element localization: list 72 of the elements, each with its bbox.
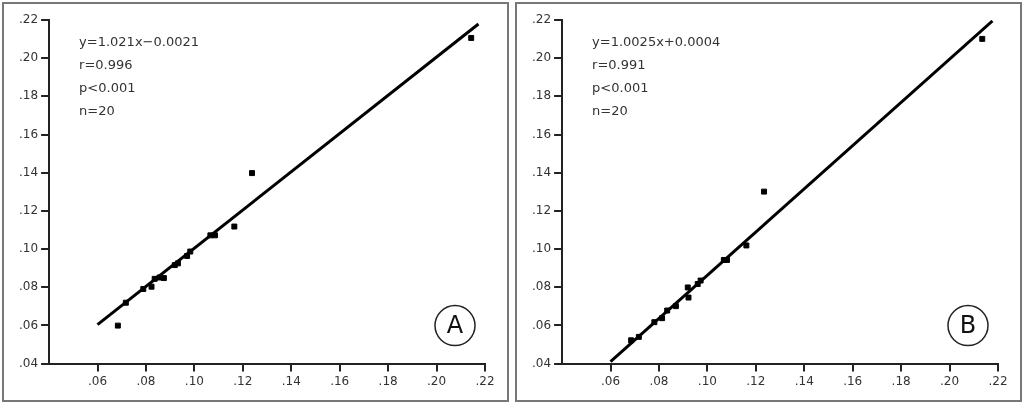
point (156, 274, 163, 281)
point (635, 333, 642, 340)
point (114, 322, 121, 329)
x-tick-label: .20 (940, 373, 960, 388)
point (122, 299, 129, 306)
point (664, 307, 671, 314)
y-tick-label: .18 (531, 88, 552, 103)
y-tick-label: .16 (18, 126, 39, 141)
y-tick-label: .10 (18, 241, 39, 256)
point (979, 35, 986, 42)
annotation: p<0.001 (592, 80, 649, 96)
point (148, 283, 155, 290)
y-tick-label: .16 (531, 126, 552, 141)
point (140, 285, 147, 292)
x-tick-label: .08 (136, 373, 156, 388)
y-tick-label: .14 (18, 164, 39, 179)
y-tick-label: .22 (18, 12, 39, 27)
x-tick-label: .20 (427, 373, 447, 388)
x-tick-label: .12 (233, 373, 253, 388)
point (212, 232, 218, 239)
point (231, 223, 238, 230)
x-tick-label: .22 (475, 373, 495, 388)
y-tick-label: .06 (18, 317, 39, 332)
x-tick-label: .12 (746, 373, 766, 388)
annotation: B (959, 310, 977, 339)
y-tick-label: .12 (531, 203, 552, 218)
y-tick-label: .12 (18, 203, 39, 218)
y-tick-label: .18 (18, 88, 39, 103)
annotation: n=20 (592, 103, 628, 119)
annotation: n=20 (79, 103, 115, 119)
y-tick-label: .20 (531, 50, 552, 65)
x-tick-label: .14 (281, 373, 301, 388)
annotation: A (446, 310, 464, 339)
point (160, 275, 167, 282)
x-tick-label: .06 (87, 373, 108, 388)
y-tick-label: .22 (531, 12, 552, 27)
y-tick-label: .20 (18, 50, 39, 65)
point (685, 294, 692, 301)
annotation: r=0.991 (592, 57, 646, 73)
point (468, 34, 475, 41)
x-tick-label: .10 (184, 373, 204, 388)
x-tick-label: .14 (794, 373, 814, 388)
x-tick-label: .22 (988, 373, 1008, 388)
y-tick-label: .10 (531, 241, 552, 256)
y-tick-label: .04 (531, 355, 552, 370)
point (743, 242, 750, 249)
y-tick-label: .14 (531, 164, 552, 179)
y-tick-label: .06 (531, 317, 552, 332)
point (761, 188, 768, 195)
annotation: y=1.0025x+0.0004 (592, 34, 721, 50)
point (659, 315, 666, 322)
x-tick-label: .16 (843, 373, 863, 388)
point (651, 319, 658, 326)
point (187, 248, 194, 255)
point (697, 277, 704, 284)
point (684, 284, 691, 291)
x-tick-label: .18 (891, 373, 911, 388)
x-tick-label: .08 (649, 373, 669, 388)
y-tick-label: .08 (531, 279, 552, 294)
x-tick-label: .16 (330, 373, 350, 388)
x-tick-label: .06 (600, 373, 621, 388)
y-tick-label: .08 (18, 279, 39, 294)
annotation: y=1.021x−0.0021 (79, 34, 199, 50)
annotation: r=0.996 (79, 57, 133, 73)
point (724, 256, 730, 263)
x-tick-label: .18 (378, 373, 398, 388)
point (628, 337, 635, 344)
x-tick-label: .10 (697, 373, 717, 388)
point (672, 303, 679, 310)
y-tick-label: .04 (18, 355, 39, 370)
annotation: p<0.001 (79, 80, 136, 96)
point (249, 170, 255, 177)
